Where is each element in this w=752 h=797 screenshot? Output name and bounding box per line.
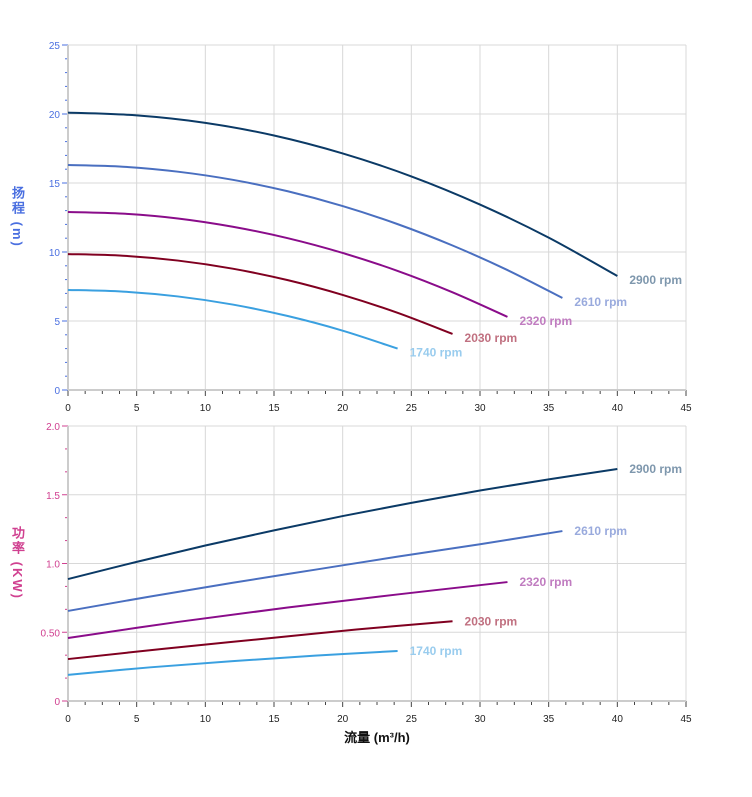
series-label: 2320 rpm [519,314,572,328]
panel-2: 0 5 10 15 20 25 30 35 40 45 0 0.50 1.0 1.5 2.0 2900 rpm… [41,422,692,725]
y-tick-label: 0.50 [41,628,61,639]
series-line-2900-rpm [67,111,618,277]
x-tick-label: 20 [337,714,349,725]
series-label: 2610 rpm [574,524,627,538]
series-label: 2900 rpm [629,462,682,476]
head-axis-title-box: 扬程 (m) [6,160,28,274]
x-tick-label: 35 [543,714,555,725]
x-tick-label: 30 [474,714,486,725]
x-tick-label: 0 [65,714,71,725]
series-label: 1740 rpm [410,644,463,658]
series-line-2610-rpm [67,530,563,612]
x-tick-label: 10 [200,403,212,414]
y-tick-label: 5 [54,317,60,328]
series-label: 2900 rpm [629,273,682,287]
series-line-2610-rpm [67,164,563,299]
x-tick-label: 0 [65,403,71,414]
series-line-2030-rpm [67,253,453,335]
y-tick-label: 25 [49,41,61,52]
x-tick-label: 10 [200,714,212,725]
x-tick-label: 15 [268,714,280,725]
x-tick-label: 45 [680,403,692,414]
x-tick-label: 20 [337,403,349,414]
x-tick-label: 45 [680,714,692,725]
x-tick-label: 40 [612,714,624,725]
series-label: 2610 rpm [574,295,627,309]
series-line-2320-rpm [67,210,508,318]
x-tick-label: 35 [543,403,555,414]
series-line-1740-rpm [67,649,398,676]
series-label: 2320 rpm [519,575,572,589]
y-tick-label: 0 [54,386,60,397]
series-line-2030-rpm [67,620,453,661]
head-axis-title: 扬程 (m) [10,186,25,248]
y-tick-label: 1.0 [46,560,60,571]
x-tick-label: 25 [406,714,418,725]
y-tick-label: 15 [49,179,61,190]
x-axis-title: 流量 (m³/h) [344,730,410,745]
x-tick-label: 5 [134,714,140,725]
x-tick-label: 30 [474,403,486,414]
y-tick-label: 2.0 [46,422,60,433]
y-tick-label: 1.5 [46,491,60,502]
y-tick-label: 0 [54,697,60,708]
power-axis-title: 功率 (KW) [10,526,25,600]
x-tick-label: 15 [268,403,280,414]
series-label: 2030 rpm [465,614,518,628]
x-tick-label: 40 [612,403,624,414]
series-line-2900-rpm [67,468,618,581]
x-tick-label: 5 [134,403,140,414]
y-tick-label: 20 [49,110,61,121]
series-line-1740-rpm [67,288,398,350]
panel-1: 0 5 10 15 20 25 30 35 40 45 0 5 10 15 20 25 2900 rpm2610… [49,41,692,414]
x-tick-label: 25 [406,403,418,414]
power-axis-title-box: 功率 (KW) [6,506,28,620]
y-tick-label: 10 [49,248,61,259]
series-label: 2030 rpm [465,331,518,345]
series-line-2320-rpm [67,581,508,640]
series-label: 1740 rpm [410,346,463,360]
